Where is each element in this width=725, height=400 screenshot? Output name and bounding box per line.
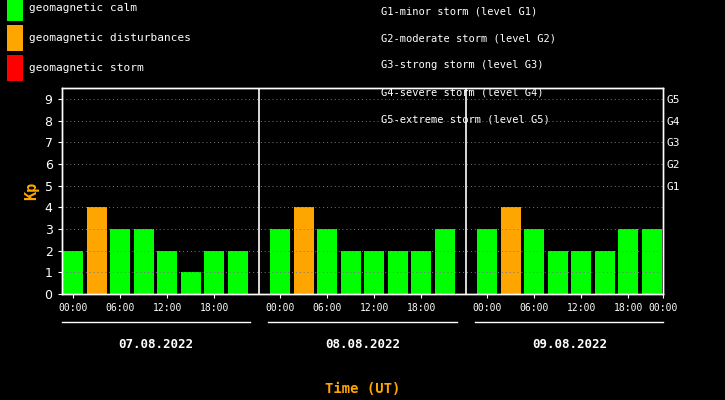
Text: G2-moderate storm (level G2): G2-moderate storm (level G2) (381, 33, 555, 43)
Bar (110, 229, 130, 294)
Bar (642, 229, 662, 294)
Text: geomagnetic disturbances: geomagnetic disturbances (29, 33, 191, 43)
Bar (63, 251, 83, 294)
Text: G3-strong storm (level G3): G3-strong storm (level G3) (381, 60, 543, 70)
Bar (134, 229, 154, 294)
Text: 08.08.2022: 08.08.2022 (325, 338, 400, 351)
Bar (181, 272, 201, 294)
Bar (87, 207, 107, 294)
Text: 07.08.2022: 07.08.2022 (118, 338, 193, 351)
Text: G5-extreme storm (level G5): G5-extreme storm (level G5) (381, 115, 550, 125)
Bar (524, 229, 544, 294)
Bar (547, 251, 568, 294)
Bar (318, 229, 337, 294)
Bar (228, 251, 248, 294)
Bar (435, 229, 455, 294)
Text: geomagnetic calm: geomagnetic calm (29, 3, 137, 13)
Text: G4-severe storm (level G4): G4-severe storm (level G4) (381, 88, 543, 98)
Text: Time (UT): Time (UT) (325, 382, 400, 396)
Y-axis label: Kp: Kp (24, 182, 39, 200)
Text: G1-minor storm (level G1): G1-minor storm (level G1) (381, 6, 537, 16)
Bar (571, 251, 591, 294)
Bar (204, 251, 225, 294)
Text: 09.08.2022: 09.08.2022 (532, 338, 607, 351)
Bar (341, 251, 361, 294)
Bar (270, 229, 290, 294)
Bar (500, 207, 521, 294)
Bar (594, 251, 615, 294)
Bar (477, 229, 497, 294)
Bar (294, 207, 314, 294)
Bar (157, 251, 178, 294)
Bar (618, 229, 638, 294)
Text: geomagnetic storm: geomagnetic storm (29, 63, 144, 73)
Bar (411, 251, 431, 294)
Bar (388, 251, 407, 294)
Bar (364, 251, 384, 294)
